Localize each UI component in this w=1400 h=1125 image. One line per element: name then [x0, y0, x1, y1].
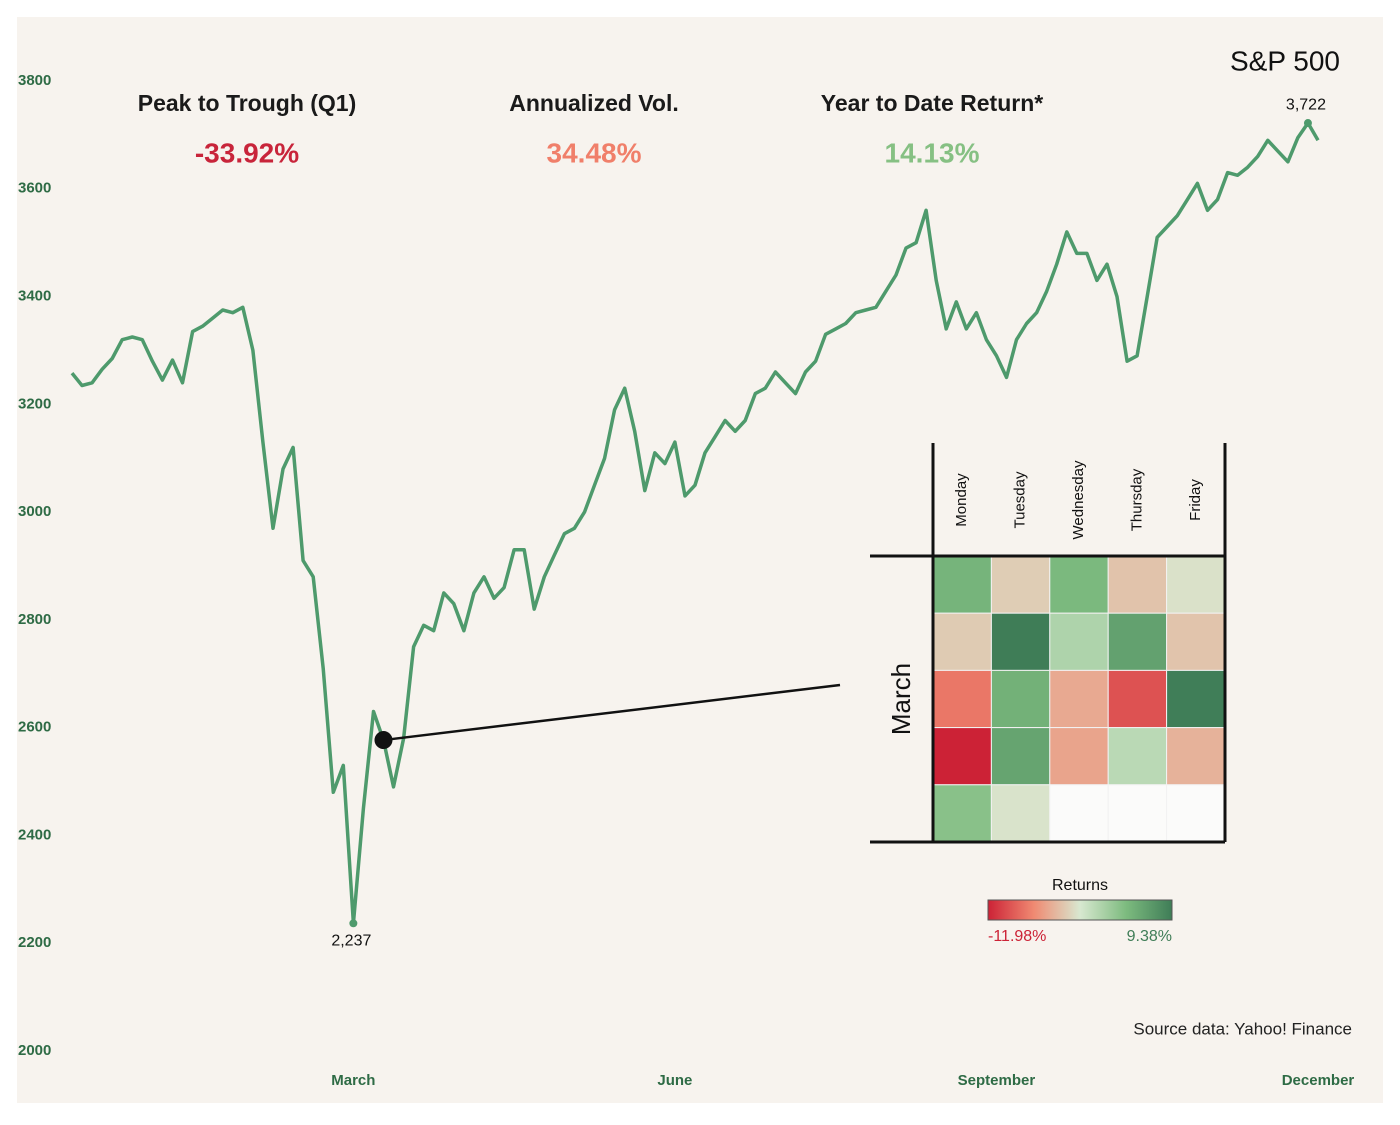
x-tick-label: March	[331, 1072, 375, 1089]
line-chart: 2000 2200 2400 2600 2800 3000 3200 3400 3600 3800…	[18, 72, 1354, 1089]
y-tick-label: 2800	[18, 611, 51, 628]
kpi-value: 34.48%	[547, 137, 642, 168]
column-label: Thursday	[1128, 468, 1145, 531]
heat-cell	[1166, 555, 1226, 614]
y-tick-label: 2000	[18, 1042, 51, 1059]
x-tick-label: September	[958, 1072, 1036, 1089]
highlight-point	[374, 731, 393, 750]
heatmap: Monday Tuesday Wednesday Thursday Friday Marc…	[870, 443, 1227, 945]
extreme-point	[1303, 119, 1312, 128]
column-label: Friday	[1187, 479, 1204, 521]
heat-cell	[1049, 612, 1109, 671]
heat-cell	[932, 555, 992, 614]
colorbar-title: Returns	[1052, 877, 1108, 894]
heat-cell	[1049, 555, 1109, 614]
colorbar-label: -11.98%	[988, 928, 1046, 945]
heat-cell	[932, 612, 992, 671]
kpi-label: Peak to Trough (Q1)	[138, 90, 357, 116]
column-label: Tuesday	[1012, 471, 1029, 528]
y-tick-label: 3000	[18, 503, 51, 520]
y-tick-label: 3800	[18, 72, 51, 89]
heat-cell	[932, 727, 992, 786]
kpi-value: -33.92%	[195, 137, 299, 168]
heat-cell	[932, 784, 992, 843]
heat-cell	[1166, 612, 1226, 671]
heat-cell	[990, 784, 1051, 843]
x-tick-label: December	[1282, 1072, 1355, 1089]
source-note: Source data: Yahoo! Finance	[1133, 1019, 1352, 1038]
y-tick-label: 2600	[18, 719, 51, 736]
heat-cell	[990, 612, 1051, 671]
kpi-value: 14.13%	[885, 137, 980, 168]
data-label: 2,237	[331, 933, 371, 950]
price-line	[70, 121, 1320, 926]
y-tick-label: 2400	[18, 826, 51, 843]
heat-cell	[990, 669, 1051, 729]
kpi-label: Year to Date Return*	[821, 90, 1043, 116]
y-tick-label: 2200	[18, 934, 51, 951]
heat-cell	[932, 669, 992, 729]
data-label: 3,722	[1286, 96, 1326, 113]
heat-cell	[1049, 727, 1109, 786]
heat-cell	[1166, 727, 1226, 786]
column-label: Wednesday	[1070, 460, 1087, 539]
heat-cell	[1166, 669, 1226, 729]
empty-cell	[1107, 784, 1168, 843]
empty-cell	[1166, 784, 1226, 843]
y-tick-label: 3600	[18, 180, 51, 197]
x-tick-label: June	[657, 1072, 692, 1089]
colorbar-label: 9.38%	[1127, 928, 1172, 945]
heat-cell	[990, 727, 1051, 786]
y-tick-label: 3400	[18, 288, 51, 305]
extreme-point	[349, 919, 358, 928]
heat-cell	[1049, 669, 1109, 729]
kpi-row: Peak to Trough (Q1) -33.92% Annualized Vol…	[138, 90, 1044, 168]
heat-cell	[1107, 669, 1168, 729]
heat-cell	[990, 555, 1051, 614]
row-label: March	[886, 663, 916, 735]
empty-cell	[1049, 784, 1109, 843]
column-label: Monday	[953, 473, 970, 527]
heat-cell	[1107, 555, 1168, 614]
colorbar	[987, 899, 1173, 921]
connector	[383, 683, 841, 742]
chart-title: S&P 500	[1230, 45, 1340, 76]
y-tick-label: 3200	[18, 395, 51, 412]
kpi-label: Annualized Vol.	[509, 90, 679, 116]
heat-cell	[1107, 727, 1168, 786]
heat-cell	[1107, 612, 1168, 671]
